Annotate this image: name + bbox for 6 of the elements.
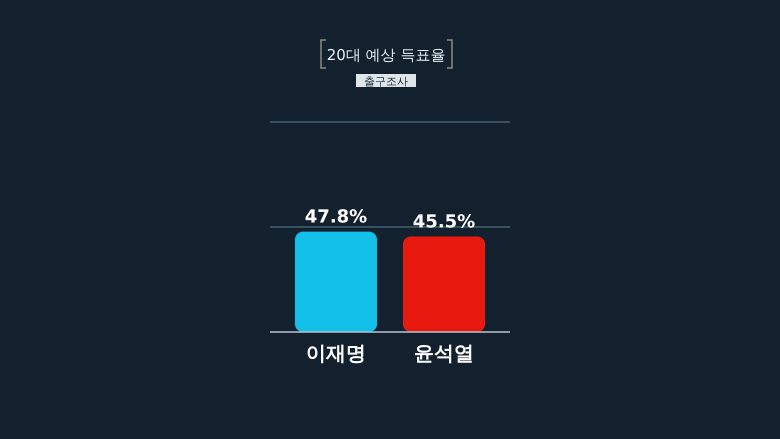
chart-subtitle: 출구조사 — [364, 75, 408, 88]
data-label: 45.5% — [412, 211, 476, 232]
x-tick-label: 윤석열 — [414, 341, 474, 365]
data-label: 47.8% — [304, 206, 368, 228]
x-tick-label: 이재명 — [306, 341, 366, 365]
chart-title: 20대 예상 득표율 — [326, 46, 446, 64]
